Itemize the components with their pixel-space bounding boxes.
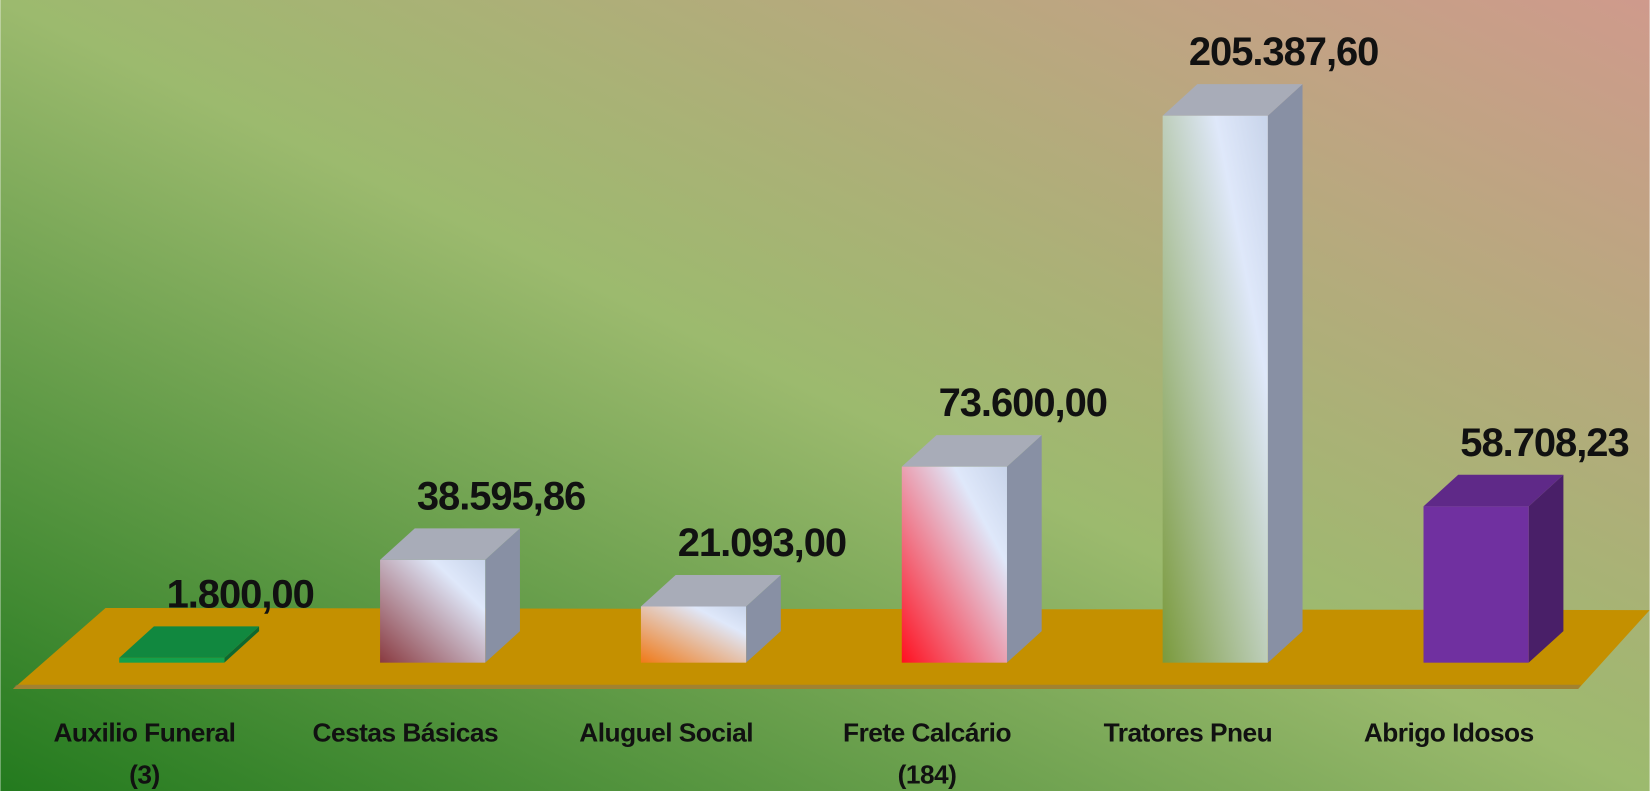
bar — [901, 435, 1042, 663]
value-label: 21.093,00 — [678, 521, 846, 565]
category-label: Aluguel Social — [579, 718, 753, 748]
bar-side — [746, 574, 781, 663]
floor-plane — [12, 607, 1650, 689]
bar-side — [1528, 474, 1564, 663]
bar-top — [901, 435, 1042, 467]
bar-top — [119, 626, 260, 658]
category-label: Auxilio Funeral (3) — [53, 718, 235, 790]
value-label: 58.708,23 — [1460, 421, 1628, 465]
bar — [380, 528, 520, 663]
value-label: 38.595,86 — [417, 474, 585, 518]
bar-front — [1162, 115, 1268, 663]
bar-side — [485, 528, 520, 663]
category-label: Frete Calcário (184) — [843, 718, 1011, 790]
bar-top — [1423, 474, 1564, 507]
category-label: Tratores Pneu — [1104, 718, 1272, 748]
bar — [640, 574, 781, 663]
bar-front — [119, 657, 225, 663]
bar-top — [380, 528, 520, 560]
value-label: 1.800,00 — [167, 572, 314, 616]
bar-front — [640, 606, 747, 663]
bar-side — [1006, 435, 1042, 663]
value-label: 73.600,00 — [939, 381, 1107, 425]
value-label: 205.387,60 — [1189, 30, 1379, 74]
bar-front — [901, 466, 1007, 663]
bar-front — [1423, 506, 1529, 663]
bars: 1.800,00 Auxilio Funeral (3) 38.595,86 Cesta… — [53, 30, 1629, 790]
floor-edge — [12, 684, 1582, 689]
bar-top — [640, 574, 781, 607]
bar-side — [1267, 84, 1303, 663]
bar-top — [1162, 84, 1303, 116]
bar — [119, 626, 260, 663]
bar — [1423, 474, 1564, 663]
floor — [12, 607, 1650, 689]
category-label: Abrigo Idosos — [1364, 718, 1534, 748]
bar-side — [224, 626, 260, 663]
category-label: Cestas Básicas — [313, 718, 499, 748]
bar-front — [380, 559, 486, 663]
bar — [1162, 84, 1303, 663]
